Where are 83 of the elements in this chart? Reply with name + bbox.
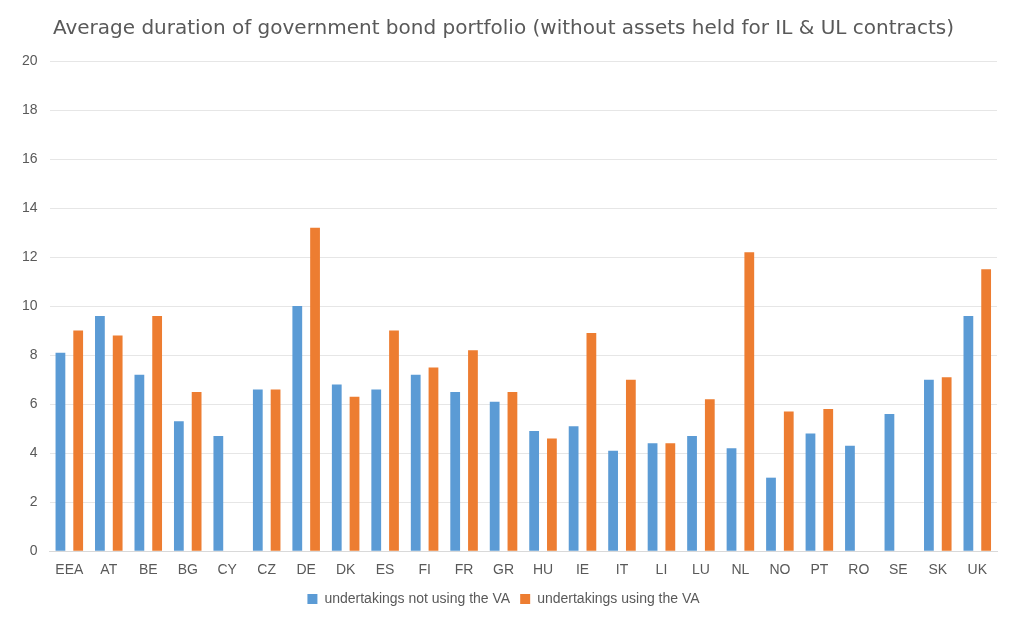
x-tick-label: CY: [217, 561, 238, 578]
x-tick-label: BG: [177, 561, 198, 578]
bar: [270, 389, 281, 551]
bar: [665, 443, 676, 551]
legend-label: undertakings using the VA: [537, 589, 701, 606]
bar: [726, 448, 737, 551]
bar: [687, 436, 697, 551]
bar: [489, 401, 500, 551]
bar: [981, 269, 992, 551]
legend-label: undertakings not using the VA: [324, 589, 511, 606]
bar: [547, 438, 557, 551]
bar: [647, 443, 658, 551]
x-tick-label: NO: [769, 561, 791, 578]
bar: [586, 333, 597, 551]
bar: [529, 431, 540, 551]
bar: [55, 352, 66, 551]
x-tick-label: RO: [848, 561, 870, 578]
x-tick-label: IT: [615, 561, 629, 578]
bar: [292, 306, 303, 551]
bar: [924, 379, 934, 551]
bar: [507, 391, 518, 551]
x-tick-label: AT: [100, 561, 118, 578]
y-tick-label: 4: [29, 444, 38, 461]
x-tick-label: FR: [454, 561, 474, 578]
x-tick-label: UK: [967, 561, 988, 578]
y-tick-label: 18: [21, 100, 38, 117]
bar: [884, 413, 895, 551]
bar: [95, 315, 105, 551]
y-tick-label: 2: [29, 493, 38, 510]
bar: [213, 436, 224, 551]
x-tick-label: HU: [532, 561, 554, 578]
bar: [112, 335, 123, 551]
x-tick-label: NL: [731, 561, 750, 578]
x-tick-label: LU: [691, 561, 710, 578]
x-tick-label: FI: [418, 561, 431, 578]
y-tick-label: 0: [29, 542, 38, 559]
bar: [744, 252, 755, 551]
bar: [73, 330, 84, 551]
bar: [134, 374, 145, 551]
x-tick-label: PT: [810, 561, 829, 578]
y-tick-label: 8: [29, 345, 38, 362]
bar: [152, 315, 163, 551]
bar: [766, 477, 776, 551]
x-tick-label: IE: [575, 561, 590, 578]
bar: [963, 315, 974, 551]
bar: [783, 411, 794, 551]
x-tick-label: CZ: [257, 561, 277, 578]
bar: [823, 409, 834, 551]
bar: [331, 384, 342, 551]
x-tick-label: BE: [138, 561, 158, 578]
x-tick-label: GR: [493, 561, 515, 578]
chart-title: Average duration of government bond portfolio (without assets held for IL & UL contracts): [52, 15, 955, 40]
bar: [845, 445, 855, 551]
bar: [608, 450, 618, 551]
x-tick-label: DE: [296, 561, 316, 578]
y-tick-label: 10: [21, 296, 38, 313]
y-tick-label: 12: [21, 247, 38, 264]
bar: [371, 389, 382, 551]
bar: [805, 433, 816, 551]
bar: [173, 421, 184, 551]
bar: [428, 367, 439, 551]
bar: [704, 399, 715, 551]
bar: [450, 391, 461, 551]
bar: [389, 330, 399, 551]
bar: [625, 379, 636, 551]
bar: [568, 426, 579, 551]
bar: [252, 389, 263, 551]
bar: [191, 391, 202, 551]
y-tick-label: 20: [21, 51, 38, 68]
bar: [310, 227, 320, 551]
y-tick-label: 6: [29, 395, 38, 411]
x-tick-label: EEA: [55, 561, 84, 578]
x-tick-label: SE: [888, 561, 908, 578]
x-tick-label: ES: [375, 561, 395, 578]
bar: [941, 377, 952, 551]
bar: [349, 396, 360, 551]
y-tick-label: 16: [21, 149, 38, 166]
bar: [468, 350, 478, 551]
y-tick-label: 14: [21, 198, 38, 215]
x-tick-label: SK: [928, 561, 948, 578]
x-tick-label: LI: [655, 561, 668, 578]
bar: [410, 374, 421, 551]
x-tick-label: DK: [335, 561, 357, 578]
